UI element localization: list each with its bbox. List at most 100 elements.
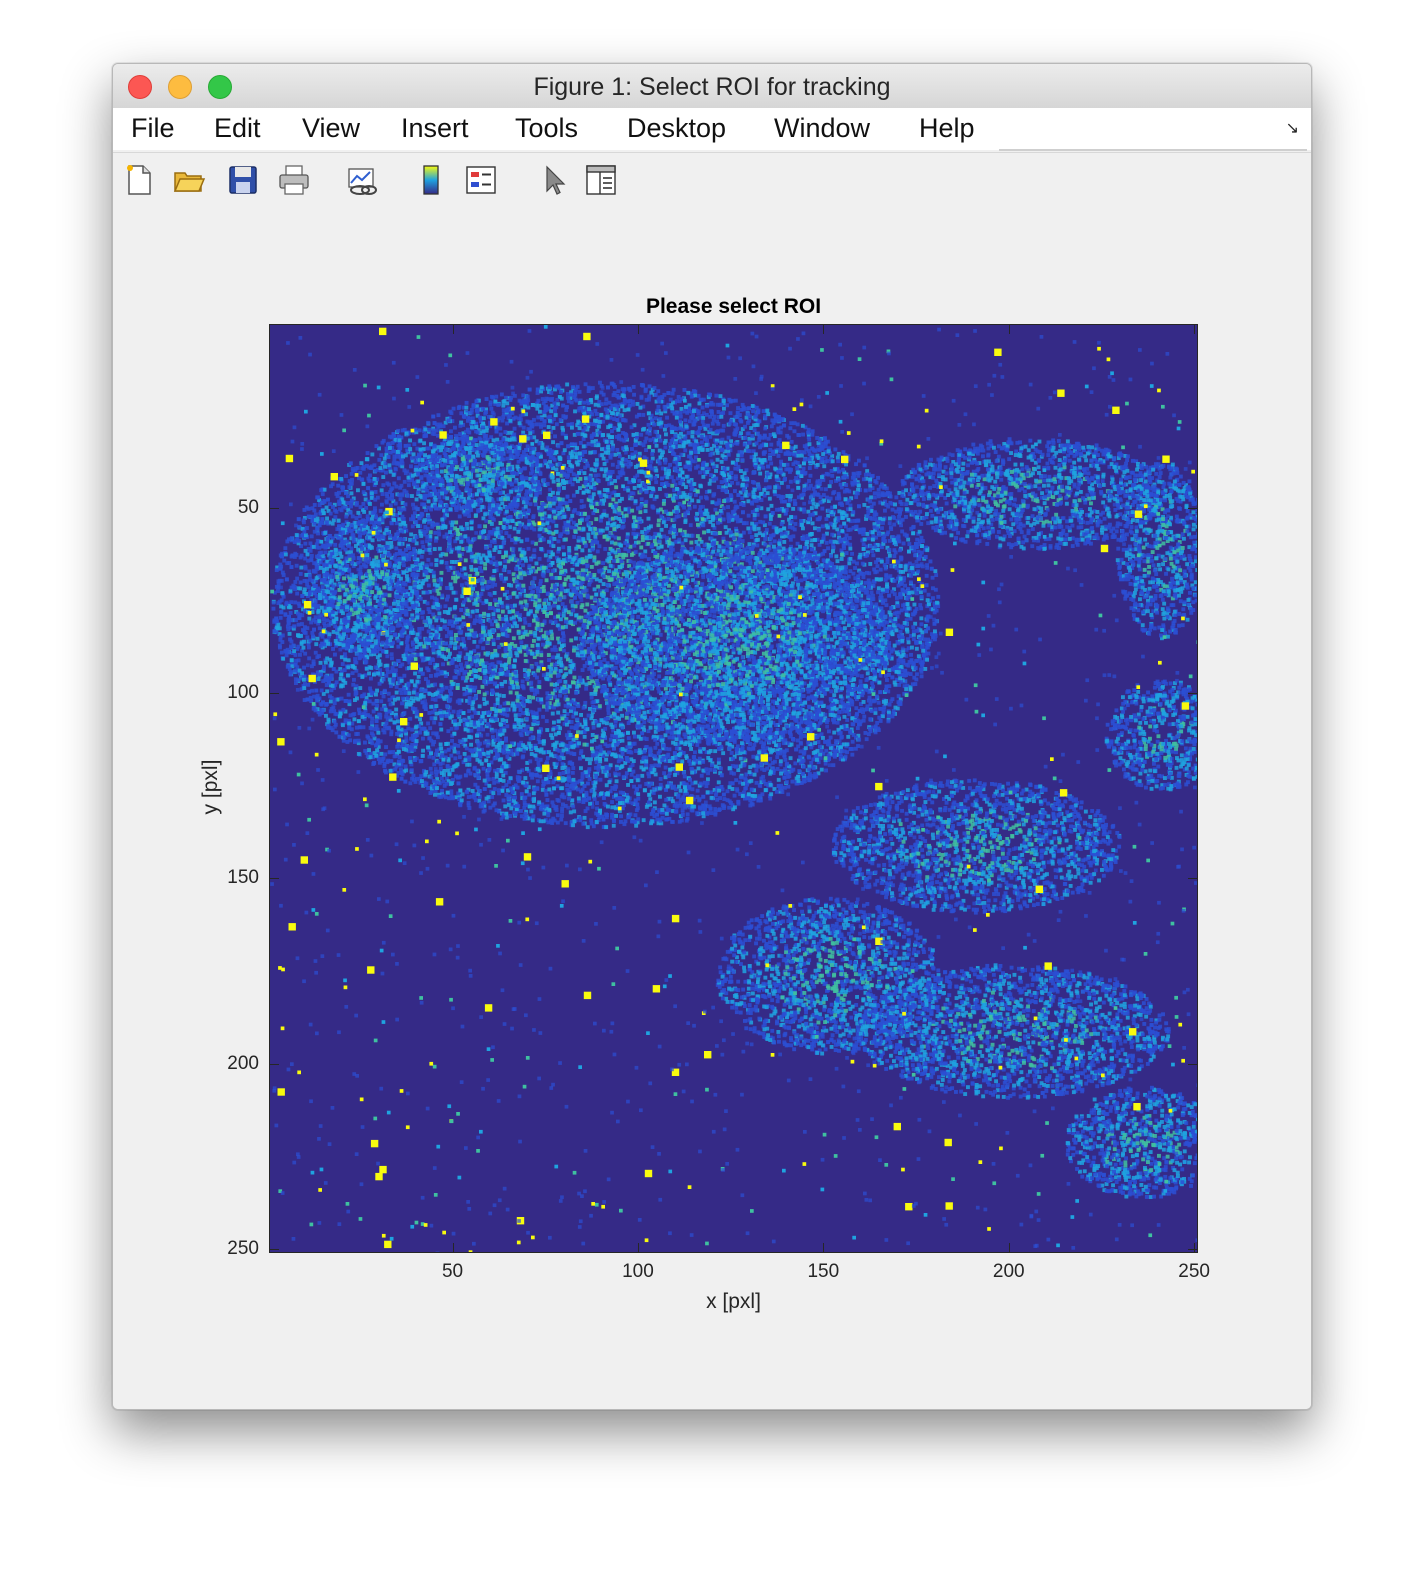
heatmap-pixel	[874, 711, 878, 715]
heatmap-pixel	[725, 403, 729, 407]
heatmap-pixel	[532, 548, 536, 552]
heatmap-pixel	[854, 495, 858, 499]
save-icon[interactable]	[226, 163, 260, 197]
heatmap-pixel	[691, 430, 695, 434]
heatmap-pixel	[782, 540, 786, 544]
heatmap-pixel	[809, 761, 813, 765]
heatmap-pixel	[390, 652, 394, 656]
heatmap-pixel	[853, 566, 857, 570]
heatmap-pixel	[408, 717, 412, 721]
figure-window: Figure 1: Select ROI for tracking File E…	[112, 63, 1312, 1410]
heatmap-pixel	[574, 637, 578, 641]
heatmap-pixel	[689, 523, 693, 527]
heatmap-pixel	[640, 497, 644, 501]
menu-help[interactable]: Help	[919, 113, 975, 144]
property-inspector-icon[interactable]	[584, 163, 618, 197]
heatmap-pixel	[643, 455, 647, 459]
heatmap-pixel	[705, 470, 709, 474]
dock-arrow-icon[interactable]: ↘	[1286, 118, 1299, 138]
heatmap-pixel	[590, 467, 594, 471]
menu-insert[interactable]: Insert	[401, 113, 469, 144]
heatmap-pixel	[638, 510, 642, 514]
heatmap-pixel	[644, 509, 648, 513]
menu-tools[interactable]: Tools	[515, 113, 578, 144]
heatmap-pixel	[854, 747, 858, 751]
heatmap-pixel	[587, 536, 591, 540]
heatmap-pixel	[489, 407, 493, 411]
menu-view[interactable]: View	[302, 113, 360, 144]
heatmap-pixel	[694, 493, 698, 497]
heatmap-pixel	[503, 593, 507, 597]
heatmap-pixel	[691, 534, 695, 538]
heatmap-image[interactable]	[270, 325, 1197, 1252]
heatmap-pixel	[445, 634, 449, 638]
heatmap-pixel	[554, 576, 558, 580]
heatmap-pixel	[444, 553, 448, 557]
heatmap-pixel	[450, 637, 454, 641]
heatmap-pixel	[851, 740, 855, 744]
heatmap-pixel	[545, 614, 549, 618]
heatmap-pixel	[627, 549, 631, 553]
heatmap-pixel	[555, 468, 559, 472]
heatmap-pixel	[415, 498, 419, 502]
heatmap-pixel	[559, 669, 563, 673]
heatmap-pixel	[668, 736, 672, 740]
heatmap-pixel	[848, 547, 852, 551]
heatmap-pixel	[875, 721, 879, 725]
heatmap-pixel	[702, 398, 706, 402]
heatmap-pixel	[553, 695, 557, 699]
heatmap-pixel	[734, 399, 738, 403]
heatmap-pixel	[726, 505, 730, 509]
heatmap-pixel	[820, 507, 824, 511]
heatmap-pixel	[736, 482, 740, 486]
image-axes[interactable]	[269, 324, 1198, 1253]
menu-desktop[interactable]: Desktop	[627, 113, 726, 144]
heatmap-pixel	[493, 598, 497, 602]
heatmap-pixel	[672, 388, 676, 392]
menu-window[interactable]: Window	[774, 113, 870, 144]
heatmap-pixel	[379, 453, 383, 457]
link-plot-icon[interactable]	[345, 163, 379, 197]
heatmap-pixel	[564, 821, 568, 825]
heatmap-pixel	[467, 514, 471, 518]
open-file-icon[interactable]	[172, 163, 206, 197]
heatmap-pixel	[369, 752, 373, 756]
heatmap-pixel	[822, 534, 826, 538]
heatmap-pixel	[683, 388, 687, 392]
heatmap-pixel	[506, 457, 510, 461]
insert-colorbar-icon[interactable]	[414, 163, 448, 197]
menu-edit[interactable]: Edit	[214, 113, 261, 144]
menu-file[interactable]: File	[131, 113, 175, 144]
print-icon[interactable]	[277, 163, 311, 197]
figure-canvas[interactable]: Please select ROI 50 100 150 200 250 50 100 150…	[113, 207, 1311, 1409]
heatmap-pixel	[926, 638, 930, 642]
heatmap-pixel	[789, 756, 793, 760]
insert-legend-icon[interactable]	[464, 163, 498, 197]
heatmap-pixel	[500, 501, 504, 505]
heatmap-pixel	[385, 674, 389, 678]
heatmap-pixel	[748, 765, 752, 769]
heatmap-pixel	[865, 532, 869, 536]
heatmap-pixel	[609, 738, 613, 742]
heatmap-pixel	[904, 568, 908, 572]
heatmap-pixel	[836, 721, 840, 725]
heatmap-pixel	[485, 397, 489, 401]
heatmap-pixel	[363, 741, 367, 745]
heatmap-pixel	[721, 751, 725, 755]
heatmap-pixel	[544, 554, 548, 558]
heatmap-pixel	[844, 498, 848, 502]
new-figure-icon[interactable]	[122, 163, 156, 197]
heatmap-pixel	[683, 449, 687, 453]
heatmap-pixel	[837, 531, 841, 535]
heatmap-pixel	[854, 706, 858, 710]
heatmap-pixel	[881, 714, 885, 718]
title-bar[interactable]: Figure 1: Select ROI for tracking	[113, 64, 1311, 109]
heatmap-pixel	[727, 806, 731, 810]
edit-plot-arrow-icon[interactable]	[537, 163, 571, 197]
heatmap-pixel	[481, 728, 485, 732]
heatmap-pixel	[532, 639, 536, 643]
heatmap-pixel	[439, 767, 443, 771]
menu-divider	[999, 149, 1307, 151]
heatmap-pixel	[754, 533, 758, 537]
heatmap-pixel	[670, 475, 674, 479]
